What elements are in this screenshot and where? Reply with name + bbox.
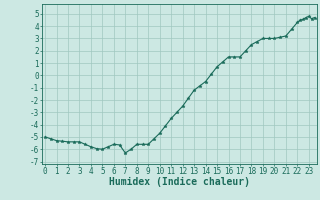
X-axis label: Humidex (Indice chaleur): Humidex (Indice chaleur) bbox=[109, 177, 250, 187]
